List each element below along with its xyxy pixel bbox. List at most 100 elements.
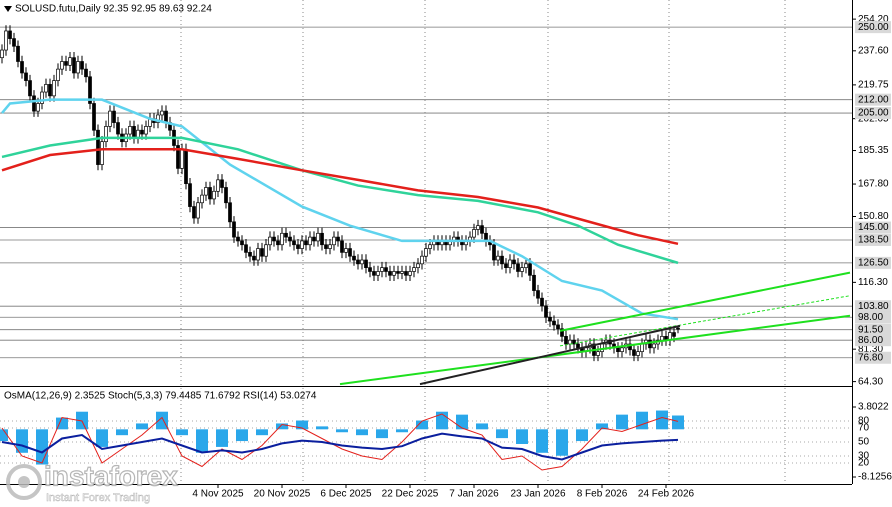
trend-line: [339, 314, 851, 386]
candle-body: [228, 202, 232, 223]
candle-body: [304, 240, 308, 246]
candle-body: [384, 267, 388, 272]
candle-body: [160, 110, 164, 116]
histogram-bar: [0, 429, 8, 442]
candle-body: [672, 332, 676, 337]
candle-body: [576, 343, 580, 349]
candle-body: [328, 244, 332, 249]
candle-body: [600, 343, 604, 352]
histogram-bar: [456, 414, 468, 430]
price-panel: [0, 25, 852, 386]
candle-body: [212, 190, 216, 200]
level-label-box: [855, 351, 891, 364]
candle-body: [348, 248, 352, 257]
histogram-bar: [256, 429, 268, 436]
candle-body: [280, 232, 284, 246]
candle-body: [24, 72, 28, 81]
histogram-bar: [56, 417, 68, 430]
candle-body: [20, 61, 24, 74]
candle-body: [408, 271, 412, 276]
candle-body: [476, 225, 480, 230]
candle-body: [252, 255, 256, 261]
logo: [6, 464, 42, 500]
level-label: 126.50: [858, 258, 889, 269]
candle-body: [44, 84, 48, 93]
x-tick-label: 22 Dec 2025: [382, 489, 439, 500]
level-label-box: [855, 21, 891, 34]
candle-body: [232, 221, 236, 238]
level-label: 98.00: [858, 312, 883, 323]
candle-body: [60, 61, 64, 70]
candle-body: [296, 244, 300, 249]
candle-body: [496, 255, 500, 261]
level-label-box: [855, 300, 891, 313]
candle-body: [192, 206, 196, 219]
histogram-bar: [536, 429, 548, 453]
candle-body: [420, 255, 424, 265]
candle-body: [512, 259, 516, 265]
candle-body: [0, 49, 4, 59]
candle-body: [196, 202, 200, 219]
level-label-box: [855, 311, 891, 324]
candle-body: [16, 45, 20, 62]
candle-body: [248, 252, 252, 257]
candle-body: [104, 126, 108, 143]
candle-body: [480, 225, 484, 234]
y-tick-label: 3.8022: [858, 402, 889, 413]
histogram-bar: [656, 410, 668, 430]
y-tick-label: -8.1256: [858, 472, 892, 483]
histogram-bar: [36, 429, 48, 465]
candle-body: [200, 194, 204, 204]
candle-body: [80, 61, 84, 70]
candle-body: [32, 95, 36, 112]
histogram-bar: [296, 420, 308, 430]
indicator-label: OsMA(12,26,9) 2.3525 Stoch(5,3,3) 79.448…: [4, 391, 317, 402]
candle-body: [544, 305, 548, 318]
watermark: instaforex Instant Forex Trading: [6, 460, 179, 504]
x-tick-label: 24 Feb 2026: [638, 489, 695, 500]
candle-body: [276, 240, 280, 246]
candle-body: [84, 68, 88, 78]
level-label-box: [855, 221, 891, 234]
candle-body: [548, 316, 552, 322]
candle-body: [96, 129, 100, 165]
candle-body: [36, 103, 40, 112]
candle-body: [320, 232, 324, 246]
candle-body: [352, 255, 356, 261]
histogram-bar: [476, 423, 488, 430]
candle-body: [240, 240, 244, 246]
candle-body: [140, 129, 144, 135]
candle-body: [636, 351, 640, 356]
candle-body: [412, 267, 416, 272]
candle-body: [404, 271, 408, 276]
x-tick-label: 8 Feb 2026: [577, 489, 628, 500]
candle-body: [336, 236, 340, 242]
candle-body: [164, 110, 168, 123]
level-label: 205.00: [858, 108, 889, 119]
candle-body: [660, 336, 664, 341]
candle-body: [340, 240, 344, 253]
candle-body: [64, 61, 68, 66]
histogram-bar: [116, 429, 128, 436]
level-label-box: [855, 323, 891, 336]
candle-body: [156, 114, 160, 123]
candle-body: [504, 263, 508, 269]
candle-body: [184, 148, 188, 185]
candle-body: [288, 236, 292, 242]
moving-average: [1, 148, 679, 246]
histogram-bar: [496, 429, 508, 439]
histogram-bar: [416, 420, 428, 430]
candle-body: [68, 57, 72, 66]
level-label: 145.00: [858, 222, 889, 233]
candle-body: [52, 80, 56, 97]
candle-body: [560, 328, 564, 337]
candle-body: [284, 232, 288, 238]
moving-average: [1, 136, 679, 265]
candle-body: [356, 259, 360, 265]
candle-body: [12, 38, 16, 47]
level-label-box: [855, 256, 891, 269]
level-label: 86.00: [858, 335, 883, 346]
candle-body: [188, 183, 192, 207]
candle-body: [312, 236, 316, 242]
